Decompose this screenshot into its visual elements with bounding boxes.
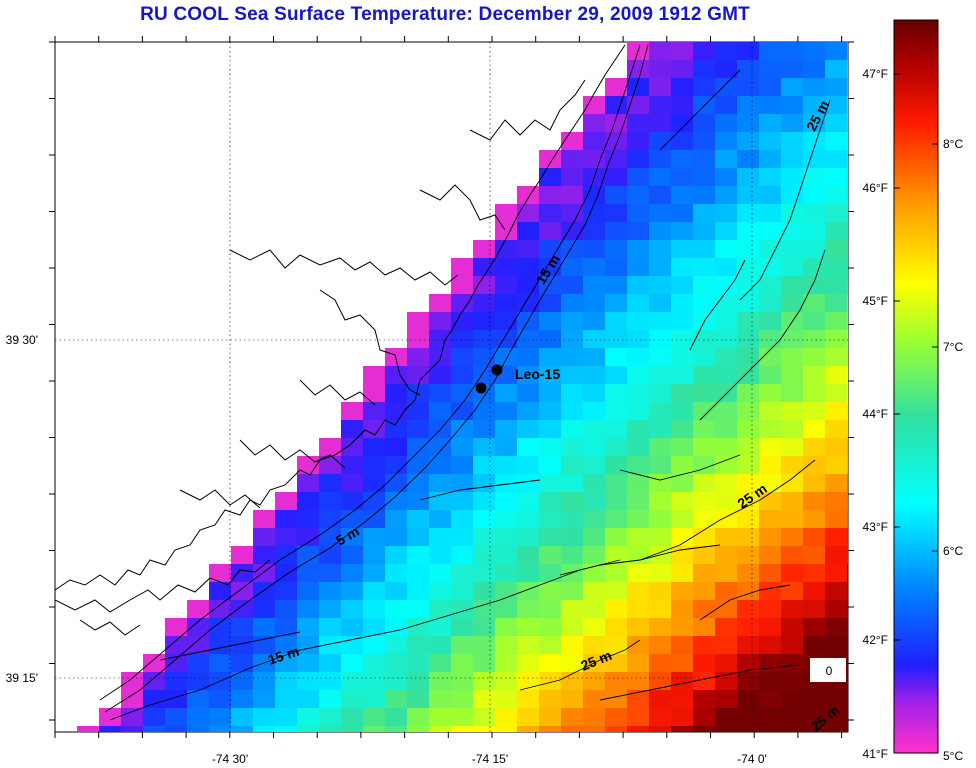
lat-label-39-15: 39 15' xyxy=(6,671,38,685)
cb-label-45f: 45°F xyxy=(863,294,888,308)
lat-axis-labels: 39 30' 39 15' xyxy=(6,333,38,685)
cb-label-5c: 5°C xyxy=(943,749,963,763)
depth-label-zero: 0 xyxy=(826,664,833,678)
coastline xyxy=(55,44,626,636)
lon-axis-labels: -74 30' -74 15' -74 0' xyxy=(212,752,767,766)
lon-label-74-00: -74 0' xyxy=(737,752,767,766)
cb-label-44f: 44°F xyxy=(863,407,888,421)
page-title: RU COOL Sea Surface Temperature: Decembe… xyxy=(140,4,750,25)
station-marker-leo-15 xyxy=(491,364,503,376)
zero-label-box xyxy=(810,658,846,682)
cb-label-47f: 47°F xyxy=(863,67,888,81)
cb-label-8c: 8°C xyxy=(943,137,963,151)
lon-label-74-15: -74 15' xyxy=(472,752,508,766)
cb-label-6c: 6°C xyxy=(943,544,963,558)
cb-label-7c: 7°C xyxy=(943,340,963,354)
graticule xyxy=(55,42,848,732)
colorbar-fahrenheit-labels: 47°F 46°F 45°F 44°F 43°F 42°F 41°F xyxy=(863,67,888,761)
colorbar-gradient xyxy=(893,19,939,754)
lon-label-74-30: -74 30' xyxy=(212,752,248,766)
cb-label-46f: 46°F xyxy=(863,181,888,195)
station-markers: Leo-15 xyxy=(475,364,560,394)
cb-label-43f: 43°F xyxy=(863,520,888,534)
colorbar-celsius-labels: 8°C 7°C 6°C 5°C xyxy=(943,137,963,763)
cb-label-41f: 41°F xyxy=(863,747,888,761)
cb-label-42f: 42°F xyxy=(863,633,888,647)
station-marker-inshore xyxy=(475,382,487,394)
colorbar: 47°F 46°F 45°F 44°F 43°F 42°F 41°F 8°C 7… xyxy=(863,19,963,763)
station-label-leo-15: Leo-15 xyxy=(515,366,560,382)
lat-label-39-30: 39 30' xyxy=(6,333,38,347)
depth-contours xyxy=(99,44,831,721)
axis-ticks xyxy=(49,36,854,738)
